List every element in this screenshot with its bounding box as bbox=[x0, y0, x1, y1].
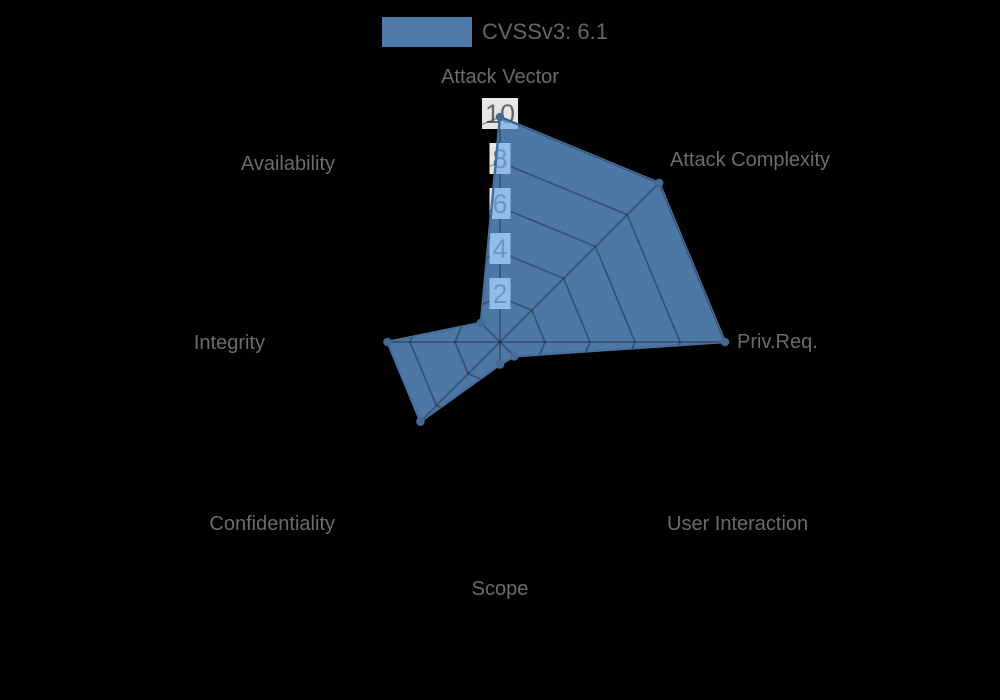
data-points bbox=[383, 112, 730, 426]
grid-spoke-confidentiality bbox=[387, 341, 501, 422]
data-point-scope bbox=[495, 360, 505, 369]
data-point-priv-req bbox=[720, 337, 730, 347]
axis-labels: Attack Vector Attack Complexity Priv.Req. U… bbox=[194, 66, 830, 600]
data-point-availability bbox=[476, 318, 486, 328]
grid-spoke-user-interaction bbox=[499, 341, 660, 422]
axis-label-integrity: Integrity bbox=[194, 332, 265, 354]
grid-spoke-attack-complexity bbox=[499, 182, 660, 343]
grid-ring-10 bbox=[387, 116, 725, 422]
data-point-integrity bbox=[383, 337, 392, 347]
grid-ring-8 bbox=[387, 161, 681, 422]
axis-label-attack-vector: Attack Vector bbox=[441, 66, 559, 88]
data-point-attack-complexity bbox=[654, 178, 664, 188]
axis-label-availability: Availability bbox=[241, 153, 335, 175]
legend-swatch-icon bbox=[382, 17, 472, 47]
grid-spoke-availability bbox=[387, 182, 501, 343]
axis-label-confidentiality: Confidentiality bbox=[209, 513, 335, 535]
data-point-attack-vector bbox=[495, 112, 505, 122]
legend-label: CVSSv3: 6.1 bbox=[482, 19, 608, 44]
data-point-user-interaction bbox=[510, 352, 519, 361]
data-point-confidentiality bbox=[416, 417, 425, 426]
axis-label-user-interaction: User Interaction bbox=[667, 513, 808, 535]
axis-label-scope: Scope bbox=[472, 578, 529, 600]
axis-label-attack-complexity: Attack Complexity bbox=[670, 149, 830, 171]
axis-label-priv-req: Priv.Req. bbox=[737, 331, 818, 353]
legend-item[interactable]: CVSSv3: 6.1 bbox=[382, 17, 608, 47]
